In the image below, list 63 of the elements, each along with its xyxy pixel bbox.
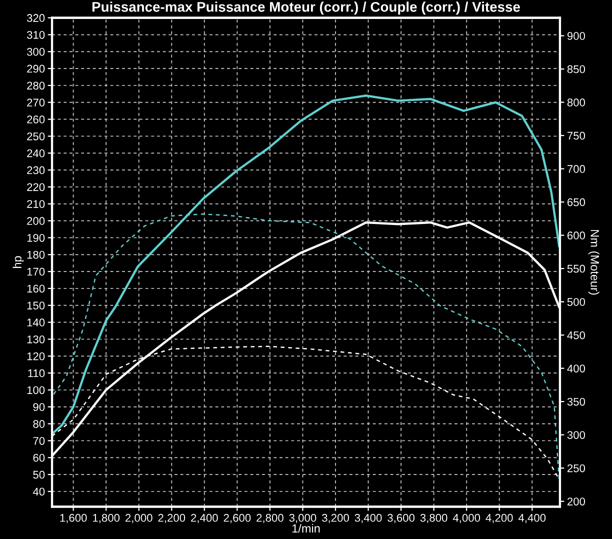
y-tick-label: 40 bbox=[32, 488, 45, 496]
x-tick-label: 4,400 bbox=[518, 514, 546, 524]
x-tick-label: 4,000 bbox=[452, 514, 480, 524]
y-tick-label: 160 bbox=[27, 284, 45, 293]
y-tick-label: 110 bbox=[28, 369, 45, 378]
y2-tick-label: 650 bbox=[567, 198, 586, 206]
x-tick-label: 3,800 bbox=[420, 514, 448, 524]
x-tick-label: 3,400 bbox=[354, 514, 382, 524]
x-tick-label: 2,600 bbox=[224, 514, 251, 524]
y-tick-label: 190 bbox=[27, 234, 45, 242]
y-tick-label: 170 bbox=[27, 268, 45, 276]
y-tick-label: 280 bbox=[27, 82, 45, 90]
y-tick-label: 100 bbox=[27, 386, 45, 394]
y-tick-label: 120 bbox=[27, 352, 45, 360]
x-tick-label: 3,000 bbox=[289, 514, 316, 524]
y2-tick-label: 300 bbox=[567, 431, 586, 439]
y-tick-label: 320 bbox=[26, 14, 45, 22]
y2-tick-label: 400 bbox=[567, 364, 586, 372]
x-axis-title: 1/min bbox=[292, 524, 320, 533]
y2-tick-label: 350 bbox=[567, 398, 586, 406]
y-tick-label: 270 bbox=[27, 98, 45, 107]
y-tick-label: 240 bbox=[27, 149, 45, 158]
y2-tick-label: 450 bbox=[567, 331, 586, 340]
y2-tick-label: 200 bbox=[567, 498, 586, 506]
y2-tick-label: 550 bbox=[567, 264, 586, 273]
y2-tick-label: 700 bbox=[567, 165, 586, 173]
x-tick-label: 2,400 bbox=[191, 514, 218, 524]
y-tick-label: 140 bbox=[27, 318, 45, 326]
x-tick-label: 2,800 bbox=[256, 514, 284, 524]
y-axis-title: hp bbox=[12, 256, 24, 268]
y2-tick-label: 850 bbox=[567, 65, 586, 74]
y2-tick-label: 600 bbox=[567, 232, 586, 240]
y-tick-label: 70 bbox=[33, 436, 45, 445]
y-tick-label: 230 bbox=[27, 166, 45, 174]
y-tick-label: 310 bbox=[26, 30, 45, 39]
y-tick-label: 220 bbox=[27, 183, 45, 192]
y2-tick-label: 250 bbox=[567, 464, 586, 472]
y2-axis-title: Nm (Moteur) bbox=[588, 230, 600, 295]
chart-title: Puissance-max Puissance Moteur (corr.) / Couple (corr.) / Vitesse bbox=[92, 2, 520, 15]
x-tick-label: 1,800 bbox=[93, 514, 120, 524]
y-tick-label: 250 bbox=[27, 132, 45, 140]
y-tick-label: 50 bbox=[33, 470, 45, 479]
x-tick-label: 4,200 bbox=[486, 514, 513, 524]
y-tick-label: 60 bbox=[33, 454, 45, 462]
x-tick-label: 2,000 bbox=[126, 514, 152, 524]
y2-tick-label: 750 bbox=[567, 132, 586, 140]
y-tick-label: 180 bbox=[27, 250, 45, 259]
x-tick-label: 3,200 bbox=[322, 514, 349, 524]
y2-tick-label: 800 bbox=[567, 98, 586, 106]
y-tick-label: 300 bbox=[26, 48, 45, 56]
y-tick-label: 80 bbox=[33, 420, 45, 428]
x-tick-label: 3,600 bbox=[388, 514, 415, 524]
y2-tick-label: 900 bbox=[567, 32, 586, 40]
x-tick-label: 2,200 bbox=[158, 514, 186, 524]
y-tick-label: 90 bbox=[33, 403, 45, 411]
y-tick-label: 150 bbox=[27, 302, 45, 310]
y-tick-label: 210 bbox=[27, 200, 45, 208]
y-tick-label: 130 bbox=[27, 335, 45, 344]
y-tick-label: 260 bbox=[27, 116, 45, 124]
y-tick-label: 200 bbox=[27, 217, 45, 225]
y2-tick-label: 500 bbox=[567, 298, 586, 306]
y-tick-label: 290 bbox=[27, 64, 45, 73]
x-tick-label: 1,600 bbox=[60, 514, 87, 524]
